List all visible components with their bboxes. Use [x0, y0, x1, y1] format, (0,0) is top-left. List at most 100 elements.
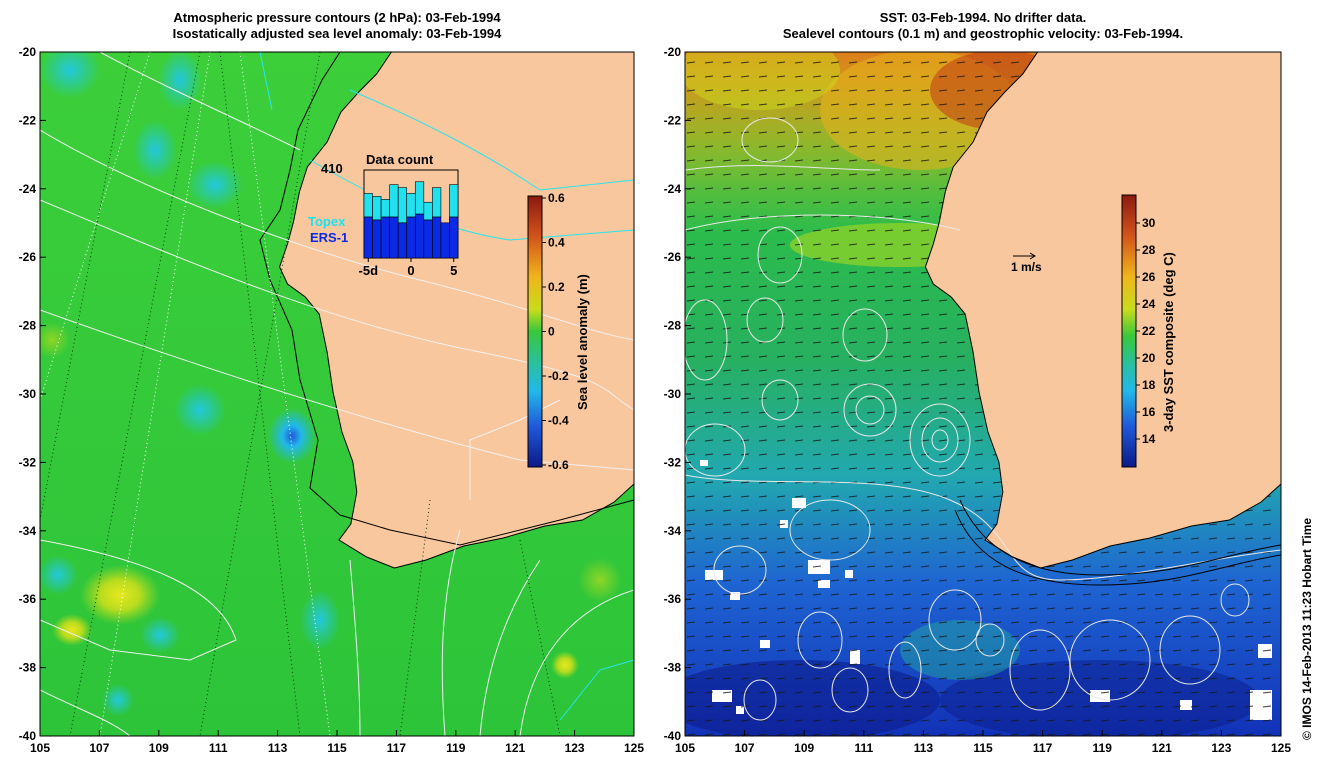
inset-bar-topex — [449, 184, 459, 218]
left-lon-tick-label: 117 — [387, 741, 407, 755]
right-lat-tick-label: -32 — [664, 455, 682, 469]
right-lon-tick-label: 125 — [1271, 741, 1291, 755]
colorbar-tick-label: 0 — [548, 325, 555, 339]
left-map-area — [40, 52, 634, 736]
right-lat-tick-label: -22 — [664, 113, 682, 127]
inset-bar-topex — [380, 199, 390, 218]
colorbar-tick-label: -0.2 — [548, 369, 569, 383]
inset-bar-topex — [406, 193, 416, 218]
left-lat-tick-label: -40 — [19, 729, 37, 743]
right-lon-tick-label: 117 — [1033, 741, 1053, 755]
inset-bar-ers1 — [406, 216, 416, 259]
left-lat-tick-label: -22 — [19, 113, 37, 127]
inset-bar-topex — [372, 196, 382, 221]
inset-bar-ers1 — [423, 219, 433, 259]
velocity-scale: 1 m/s — [1011, 252, 1042, 274]
satellite-tracks — [40, 52, 561, 736]
legend-topex: Topex — [308, 214, 346, 229]
right-map-title: SST: 03-Feb-1994. No drifter data. Seale… — [685, 10, 1281, 42]
left-lat-tick-label: -30 — [19, 387, 37, 401]
left-lat-tick-label: -38 — [19, 661, 37, 675]
colorbar-tick-label: 28 — [1142, 243, 1156, 257]
inset-bar-topex — [363, 193, 373, 218]
left-lat-tick-label: -36 — [19, 592, 37, 606]
right-lon-tick-label: 123 — [1211, 741, 1231, 755]
pressure-contours — [40, 52, 634, 736]
inset-x-tick-label: -5d — [359, 263, 379, 278]
colorbar-tick-label: 16 — [1142, 405, 1156, 419]
inset-bar-topex — [397, 187, 408, 224]
left-lon-tick-label: 123 — [565, 741, 585, 755]
right-lat-tick-label: -38 — [664, 661, 682, 675]
right-map-area — [685, 52, 1281, 736]
colorbar-tick-label: 22 — [1142, 324, 1156, 338]
inset-x-tick-label: 0 — [407, 263, 414, 278]
inset-bar-ers1 — [414, 213, 425, 259]
right-lat-tick-label: -28 — [664, 319, 682, 333]
inset-bar-ers1 — [363, 216, 373, 259]
colorbar-tick-label: 0.2 — [548, 280, 565, 294]
inset-bar-ers1 — [397, 222, 408, 259]
right-lat-tick-label: -26 — [664, 250, 682, 264]
right-lon-tick-label: 119 — [1093, 741, 1113, 755]
right-lon-tick-label: 105 — [675, 741, 695, 755]
colorbar-tick-label: 18 — [1142, 378, 1156, 392]
left-lat-tick-label: -32 — [19, 455, 37, 469]
right-lat-tick-label: -40 — [664, 729, 682, 743]
colorbar-tick-label: 24 — [1142, 297, 1156, 311]
left-lat-tick-label: -28 — [19, 319, 37, 333]
right-lat-tick-label: -34 — [664, 524, 682, 538]
inset-bar-ers1 — [432, 216, 442, 259]
left-lon-tick-label: 119 — [446, 741, 466, 755]
inset-bar-ers1 — [440, 222, 450, 259]
inset-bar-topex — [423, 201, 433, 221]
legend-ers1: ERS-1 — [310, 230, 348, 245]
left-title-line1: Atmospheric pressure contours (2 hPa): 0… — [173, 10, 501, 25]
left-map-title: Atmospheric pressure contours (2 hPa): 0… — [40, 10, 634, 42]
colorbar-tick-label: 0.6 — [548, 191, 565, 205]
right-lat-tick-label: -30 — [664, 387, 682, 401]
colorbar-tick-label: -0.4 — [548, 414, 569, 428]
inset-title: Data count — [366, 152, 434, 167]
sealevel-contours — [685, 117, 1281, 721]
left-lon-tick-label: 121 — [505, 741, 525, 755]
right-title-line1: SST: 03-Feb-1994. No drifter data. — [879, 10, 1087, 25]
left-lon-tick-label: 105 — [30, 741, 50, 755]
sst-colorbar-ramp — [1121, 194, 1137, 468]
right-lon-tick-label: 111 — [854, 741, 873, 755]
right-lon-tick-label: 121 — [1152, 741, 1172, 755]
left-lat-tick-label: -20 — [19, 45, 37, 59]
inset-bar-ers1 — [380, 216, 390, 259]
sst-colorbar: 30 28 26 24 22 20 18 16 14 3-day SST composite (… — [1121, 194, 1176, 468]
inset-bar-topex — [432, 187, 442, 218]
inset-x-tick-label: 5 — [450, 263, 457, 278]
sst-colorbar-label: 3-day SST composite (deg C) — [1161, 252, 1176, 432]
velocity-scale-label: 1 m/s — [1011, 260, 1042, 274]
left-lat-tick-label: -34 — [19, 524, 37, 538]
right-lon-tick-label: 109 — [794, 741, 814, 755]
colorbar-tick-label: -0.6 — [548, 458, 569, 472]
right-lon-tick-label: 115 — [973, 741, 993, 755]
inset-bar-ers1 — [389, 216, 399, 259]
left-lon-tick-label: 111 — [209, 741, 228, 755]
pressure-contour-label: 410 — [321, 161, 343, 176]
colorbar-tick-label: 26 — [1142, 270, 1156, 284]
right-lat-tick-label: -20 — [664, 45, 682, 59]
left-lat-tick-label: -24 — [19, 182, 37, 196]
left-lon-tick-label: 125 — [624, 741, 644, 755]
right-lon-tick-label: 113 — [914, 741, 934, 755]
imos-credit: © IMOS 14-Feb-2013 11:23 Hobart Time — [1300, 517, 1314, 740]
sla-colorbar-label: Sea level anomaly (m) — [575, 274, 590, 410]
inset-bar-topex — [389, 184, 399, 218]
left-lon-tick-label: 107 — [89, 741, 109, 755]
inset-bar-ers1 — [372, 219, 382, 259]
right-lon-tick-label: 107 — [735, 741, 755, 755]
sla-colorbar-ramp — [527, 195, 543, 468]
colorbar-tick-label: 14 — [1142, 432, 1156, 446]
right-lat-tick-label: -24 — [664, 182, 682, 196]
colorbar-tick-label: 20 — [1142, 351, 1156, 365]
left-lon-tick-label: 109 — [149, 741, 169, 755]
inset-bar-ers1 — [449, 216, 459, 259]
sla-colorbar: 0.6 0.4 0.2 0 -0.2 -0.4 -0.6 Sea level anomaly… — [527, 191, 590, 472]
